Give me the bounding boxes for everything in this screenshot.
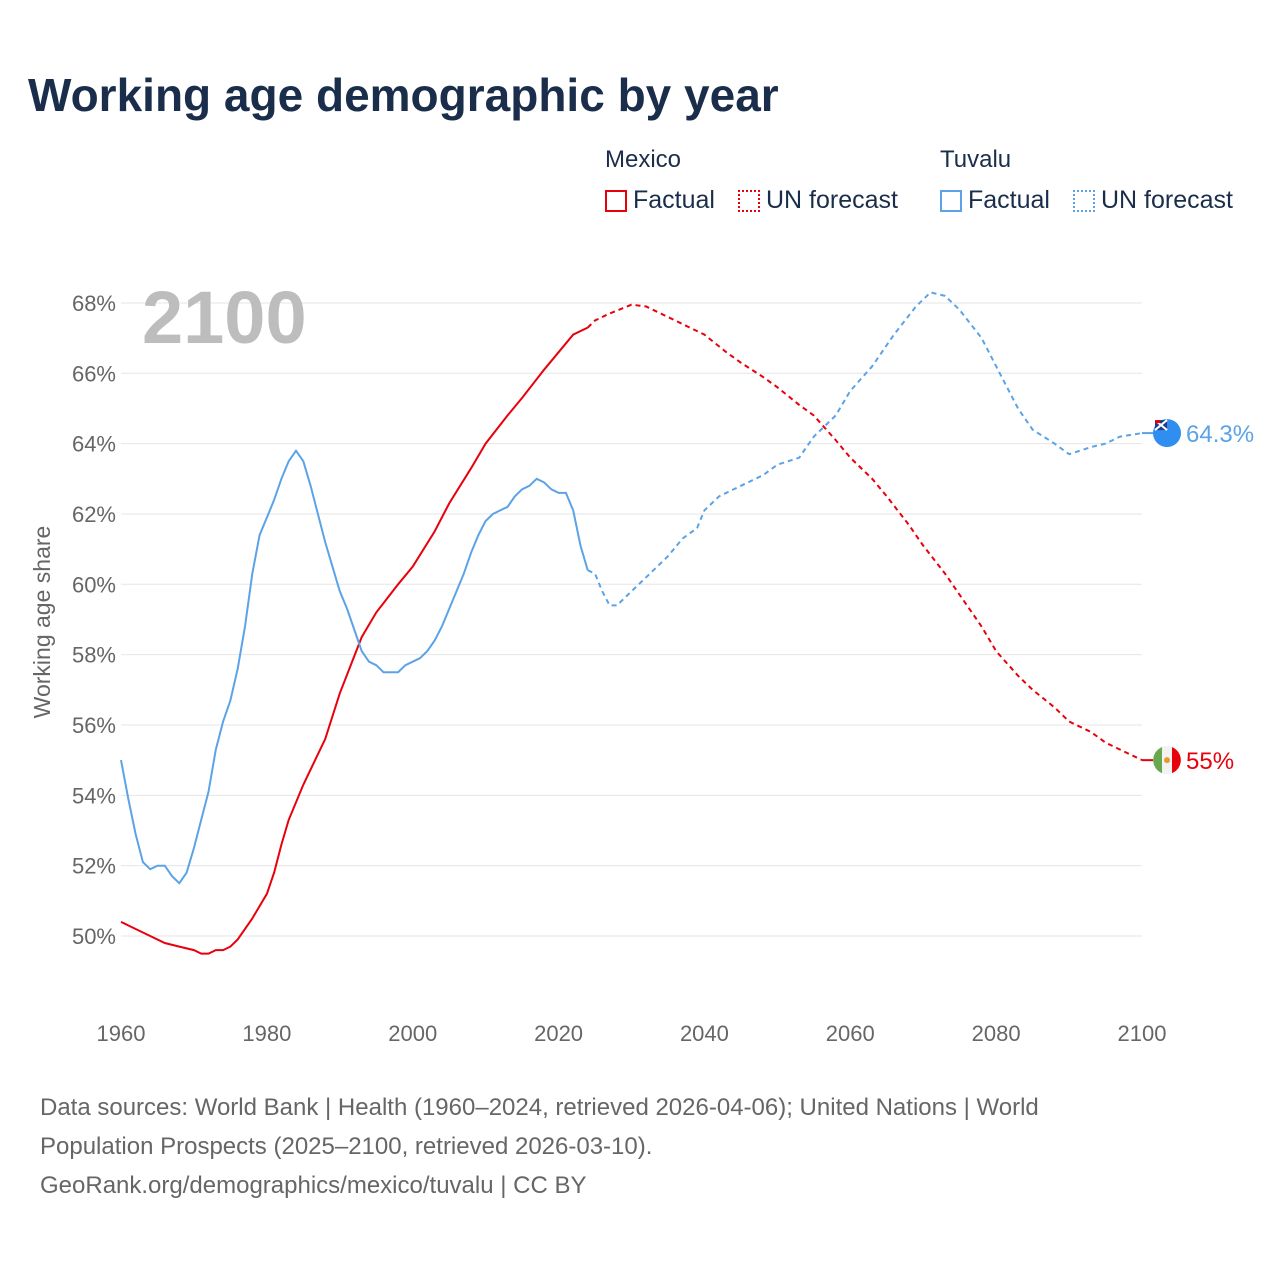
x-tick-label: 2100 xyxy=(1118,1021,1167,1046)
chart-title: Working age demographic by year xyxy=(28,69,779,121)
swatch-dotted-red xyxy=(738,189,760,212)
flag-red-part xyxy=(1172,747,1181,774)
legend-mexico-factual[interactable]: Factual xyxy=(605,186,715,215)
flag-emblem xyxy=(1164,757,1170,764)
footer: Data sources: World Bank | Health (1960–… xyxy=(40,1088,1240,1205)
legend-group-tuvalu: Tuvalu xyxy=(940,146,1012,173)
line-chart: 50% 52% 54% 56% 58% 60% 62% 64% 66% 68% 1960 1980 20… xyxy=(29,276,1254,1046)
legend-tuvalu-forecast[interactable]: UN forecast xyxy=(1073,186,1233,215)
flag-green-part xyxy=(1153,747,1162,774)
y-tick-label: 60% xyxy=(72,572,116,597)
tuvalu-forecast-line xyxy=(587,291,1143,607)
legend-label: UN forecast xyxy=(1101,186,1233,214)
x-tick-label: 2020 xyxy=(534,1021,583,1046)
y-tick-label: 66% xyxy=(72,361,116,386)
y-tick-label: 54% xyxy=(72,783,116,808)
y-axis-label: Working age share xyxy=(29,526,55,719)
legend-tuvalu-factual[interactable]: Factual xyxy=(940,186,1050,215)
x-tick-label: 2040 xyxy=(680,1021,729,1046)
mexico-end-label: 55% xyxy=(1186,748,1234,775)
legend-label: Factual xyxy=(968,186,1050,214)
legend-label: UN forecast xyxy=(766,186,898,214)
x-tick-label: 1960 xyxy=(97,1021,146,1046)
tuvalu-end-label: 64.3% xyxy=(1186,421,1254,448)
mexico-factual-line xyxy=(120,326,589,955)
swatch-solid-blue xyxy=(940,189,962,212)
legend-mexico-forecast[interactable]: UN forecast xyxy=(738,186,898,215)
footer-sources-2: Population Prospects (2025–2100, retriev… xyxy=(40,1133,653,1160)
y-tick-label: 52% xyxy=(72,854,116,879)
y-tick-label: 68% xyxy=(72,291,116,316)
x-tick-label: 2060 xyxy=(826,1021,875,1046)
y-tick-label: 64% xyxy=(72,432,116,457)
y-tick-label: 56% xyxy=(72,713,116,738)
footer-link[interactable]: GeoRank.org/demographics/mexico/tuvalu |… xyxy=(40,1172,587,1199)
swatch-solid-red xyxy=(605,189,627,212)
tuvalu-factual-line xyxy=(120,448,589,885)
legend-label: Factual xyxy=(633,186,715,214)
y-tick-label: 62% xyxy=(72,502,116,527)
x-tick-label: 2000 xyxy=(388,1021,437,1046)
footer-sources-1: Data sources: World Bank | Health (1960–… xyxy=(40,1094,1039,1121)
flag-red xyxy=(1155,420,1160,424)
legend-group-mexico: Mexico xyxy=(605,146,682,173)
swatch-dotted-blue xyxy=(1073,189,1095,212)
y-tick-label: 58% xyxy=(72,643,116,668)
mexico-forecast-line xyxy=(587,303,1143,762)
year-overlay: 2100 xyxy=(142,276,307,359)
x-tick-label: 2080 xyxy=(972,1021,1021,1046)
y-tick-label: 50% xyxy=(72,924,116,949)
x-tick-label: 1980 xyxy=(242,1021,291,1046)
